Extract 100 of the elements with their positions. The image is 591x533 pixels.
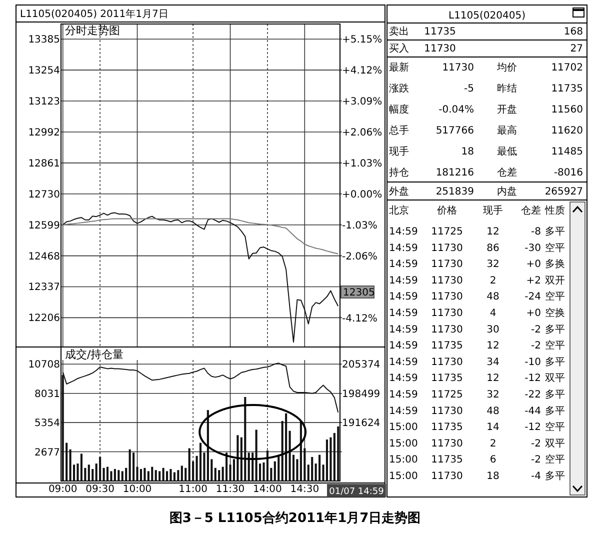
y-tick-label: 12337 <box>28 282 60 294</box>
bar <box>311 456 314 481</box>
x-tick-label: 11:00 <box>178 484 208 495</box>
text: 6 <box>490 454 496 466</box>
text: 14:59 <box>389 340 418 352</box>
y-tick-label: 12992 <box>28 127 60 138</box>
text: +2 <box>526 275 541 286</box>
bar <box>226 452 228 481</box>
y-tick-label: 13385 <box>28 34 60 46</box>
bar <box>244 396 246 481</box>
line-series <box>62 218 339 254</box>
text: -22 <box>524 390 541 400</box>
bar <box>80 454 82 481</box>
x-tick-label: 10:00 <box>122 484 152 495</box>
text: 昨结 <box>497 82 517 94</box>
text: -8 <box>531 226 541 238</box>
text: 空平 <box>545 340 565 352</box>
text: 11620 <box>551 126 583 136</box>
text: +0 <box>526 308 541 319</box>
bar <box>128 449 131 481</box>
text: 卖出 <box>389 26 409 38</box>
text: 价格 <box>436 204 457 216</box>
text: -10 <box>524 356 541 368</box>
text: -44 <box>524 406 541 417</box>
text: -2 <box>531 324 541 336</box>
bar <box>114 468 116 481</box>
y2-tick-label: -1.03% <box>342 220 378 232</box>
bar <box>188 448 190 481</box>
text: 14:59 <box>389 226 418 238</box>
text: 11702 <box>551 62 583 74</box>
text: 12 <box>486 373 500 384</box>
text: 11730 <box>424 44 456 54</box>
text: -2 <box>531 340 541 352</box>
text: 14:59 <box>389 373 418 384</box>
text: 11730 <box>431 292 463 303</box>
text: 现手 <box>483 204 503 216</box>
bar <box>110 471 112 481</box>
line-series <box>62 212 339 343</box>
text: 空平 <box>545 242 565 254</box>
text: -2 <box>531 438 541 450</box>
text: -2 <box>531 454 541 466</box>
text: 空平 <box>545 290 565 303</box>
y2-tick-label: +0.00% <box>342 189 382 200</box>
text: 34 <box>486 356 500 368</box>
bar <box>88 464 90 481</box>
text: 14:59 <box>389 259 418 270</box>
text: 双平 <box>545 373 565 384</box>
text: -24 <box>524 292 541 303</box>
text: 4 <box>490 308 496 319</box>
text: -5 <box>464 84 474 94</box>
bar <box>158 471 161 481</box>
x-tick-label: 09:00 <box>48 484 78 495</box>
text: 14:59 <box>389 308 418 319</box>
text: 涨跌 <box>389 82 409 94</box>
text: 11730 <box>431 406 463 417</box>
bar <box>288 430 291 481</box>
text: 32 <box>486 259 500 270</box>
y2-tick-label: +1.03% <box>342 158 382 170</box>
y2-tick-label: +2.06% <box>342 127 382 138</box>
text: 最低 <box>497 146 517 158</box>
text: 265927 <box>544 186 583 198</box>
text: 多平 <box>545 404 565 417</box>
y2-tick-label: 205374 <box>342 360 380 371</box>
bar <box>69 449 72 481</box>
text: 14:59 <box>389 324 418 336</box>
text: 11730 <box>431 275 463 286</box>
text: 11735 <box>551 84 583 94</box>
text: -30 <box>524 242 541 254</box>
bar <box>330 437 332 481</box>
y-tick-label: 12861 <box>28 158 60 170</box>
text: 仓差 <box>521 204 541 216</box>
text: 性质 <box>544 204 565 216</box>
bar <box>173 472 176 481</box>
text: -0.04% <box>438 104 474 116</box>
bar <box>180 466 183 481</box>
y-tick-label: 10708 <box>28 360 60 371</box>
bar <box>162 468 164 481</box>
bar <box>154 470 157 481</box>
text: -12 <box>524 422 541 434</box>
text: 15:00 <box>389 471 418 482</box>
y2-tick-label: +5.15% <box>342 34 382 46</box>
text: 11725 <box>431 390 463 400</box>
text: 14:59 <box>389 292 418 303</box>
bar <box>318 454 321 481</box>
text: 12 <box>486 226 500 238</box>
text: 11735 <box>431 340 463 352</box>
text: 开盘 <box>497 104 517 116</box>
bar <box>199 442 202 481</box>
y-tick-label: 12730 <box>28 189 60 200</box>
bar <box>206 410 209 481</box>
bar <box>278 456 280 481</box>
text: 空平 <box>545 421 565 434</box>
text: 双开 <box>545 275 565 286</box>
text: 空换 <box>545 307 565 319</box>
text: 多平 <box>545 388 565 400</box>
bar <box>118 470 120 481</box>
text: 11730 <box>431 471 463 482</box>
y-tick-label: 8031 <box>34 388 60 400</box>
text: 11730 <box>431 242 463 254</box>
bar <box>92 468 94 481</box>
